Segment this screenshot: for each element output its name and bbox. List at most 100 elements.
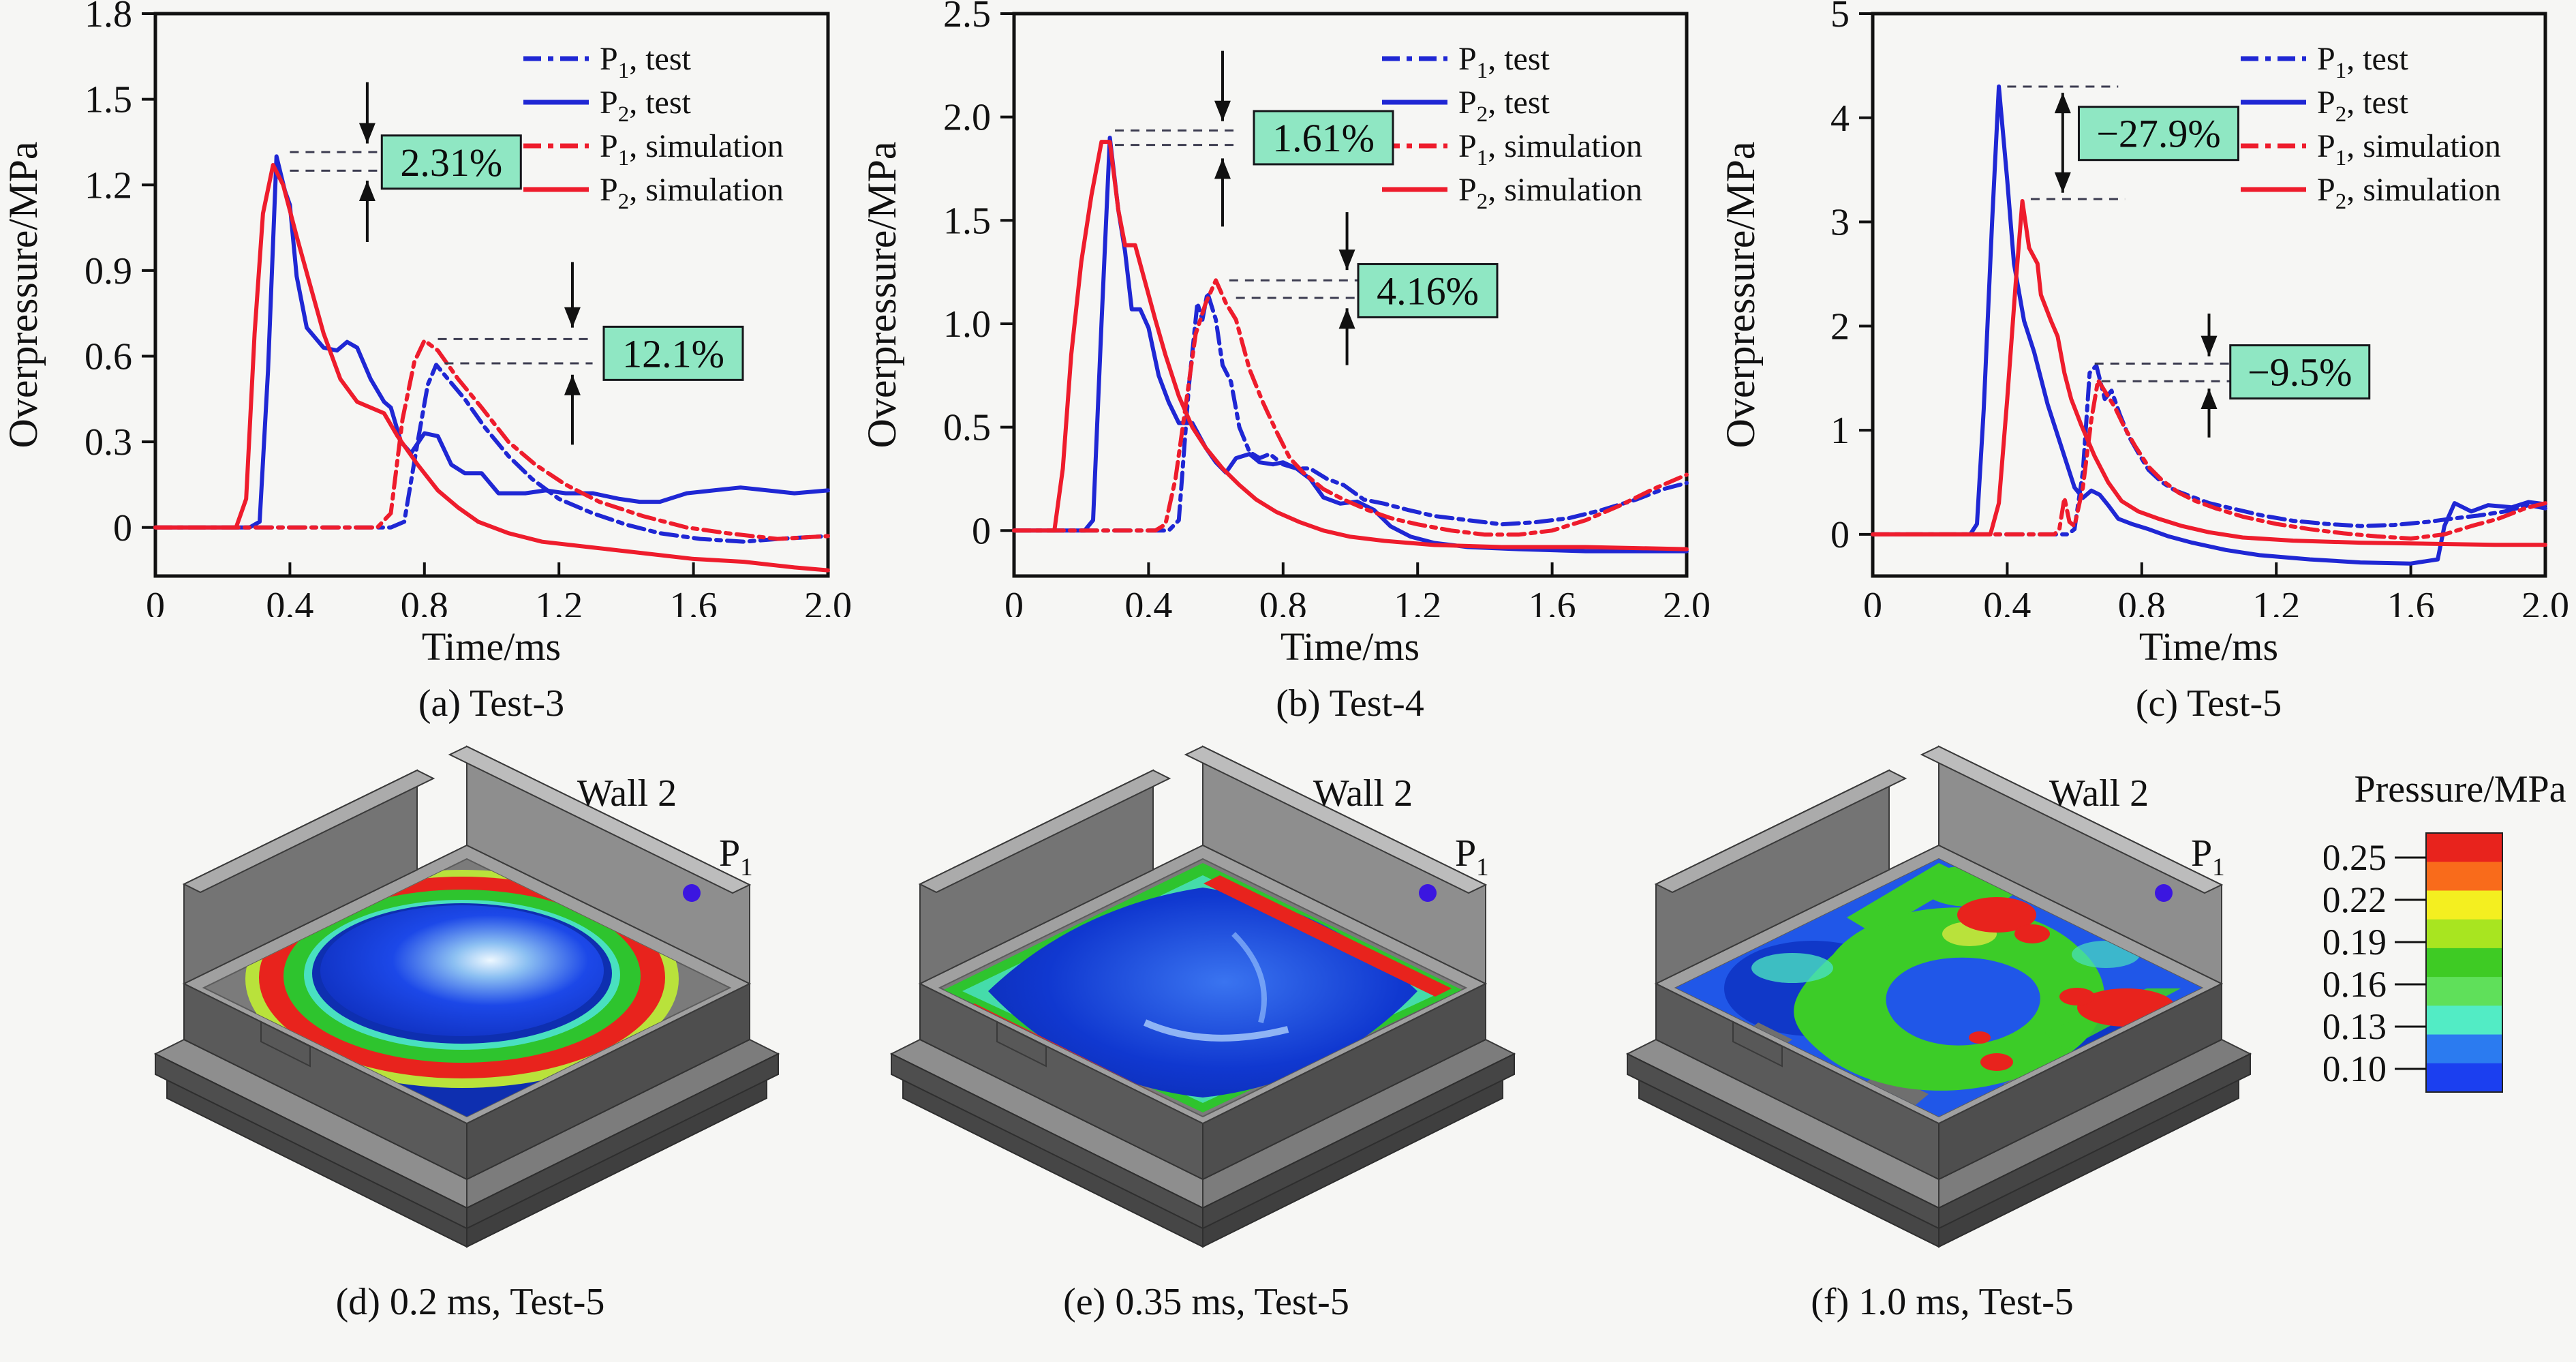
legend-label-p2-test: P2, test xyxy=(600,85,692,127)
render-caption-e: (e) 0.35 ms, Test-5 xyxy=(1063,1281,1349,1323)
y-tick-label: 0.5 xyxy=(943,407,991,449)
series-p1-simulation xyxy=(1871,378,2547,541)
wall2-label: Wall 2 xyxy=(1313,772,1413,815)
colorbar-band xyxy=(2426,862,2502,892)
annotation-label: 4.16% xyxy=(1377,269,1479,313)
colorbar-band xyxy=(2426,833,2502,863)
y-tick-label: 2.0 xyxy=(943,97,991,139)
annotation-label: 12.1% xyxy=(622,331,724,376)
legend-label-p2-test: P2, test xyxy=(2317,85,2409,127)
x-axis-label-b: Time/ms xyxy=(1280,624,1420,669)
x-tick-label: 0 xyxy=(1863,585,1882,617)
probe-p1-dot xyxy=(683,884,701,902)
y-tick-label: 2 xyxy=(1830,305,1850,348)
y-tick-label: 0 xyxy=(113,507,132,549)
wall-notch xyxy=(996,1020,1047,1068)
x-tick-label: 1.6 xyxy=(1529,585,1576,617)
legend-label-p1-test: P1, test xyxy=(1458,41,1550,83)
annotation-box xyxy=(1357,262,1499,318)
wall-notch xyxy=(1732,1020,1783,1068)
plot-frame xyxy=(1012,12,1689,578)
colorbar-band xyxy=(2426,1063,2502,1093)
x-tick-label: 1.6 xyxy=(2387,585,2435,617)
colorbar-title: Pressure/MPa xyxy=(2354,768,2566,811)
x-axis-label-a: Time/ms xyxy=(421,624,562,669)
legend-label-p1-simulation: P1, simulation xyxy=(600,128,784,170)
x-tick-label: 1.6 xyxy=(670,585,718,617)
y-axis-label: Overpressure/MPa xyxy=(1,142,46,449)
annotation-box xyxy=(602,325,744,381)
y-tick-label: 1.2 xyxy=(85,164,132,207)
simulation-render-d: Wall 2 P1 xyxy=(153,745,780,1248)
colorbar-tick-label: 0.22 xyxy=(2324,879,2387,920)
legend-label-p2-simulation: P2, simulation xyxy=(2317,172,2501,214)
pressure-colorbar: Pressure/MPa 0.250.220.190.160.130.10 xyxy=(2324,768,2566,1093)
probe-p1-dot xyxy=(2155,884,2173,902)
annotation-label: −27.9% xyxy=(2096,112,2221,156)
y-axis-label: Overpressure/MPa xyxy=(859,142,904,449)
x-tick-label: 0 xyxy=(1005,585,1024,617)
y-tick-label: 1.5 xyxy=(85,79,132,121)
colorbar-band xyxy=(2426,919,2502,949)
chart-c: 0 1 2 3 4 5 0 0.4 0.8 1.2 1.6 2.0 Overpressure/MPa P1… xyxy=(1718,0,2569,617)
chart-panel-a: 0 0.3 0.6 0.9 1.2 1.5 1.8 0 0.4 0.8 1.2 1.6 2.0 Overp… xyxy=(0,0,859,725)
plot-frame xyxy=(153,12,830,578)
probe-p1-dot xyxy=(1419,884,1437,902)
legend-label-p2-simulation: P2, simulation xyxy=(1458,172,1642,214)
charts-row: 0 0.3 0.6 0.9 1.2 1.5 1.8 0 0.4 0.8 1.2 1.6 2.0 Overp… xyxy=(0,0,2569,725)
y-tick-label: 0.6 xyxy=(85,336,132,378)
y-tick-label: 0.3 xyxy=(85,421,132,464)
chart-panel-b: 0 0.5 1.0 1.5 2.0 2.5 0 0.4 0.8 1.2 1.6 2.0 Overpres… xyxy=(859,0,1717,725)
x-tick-label: 0.4 xyxy=(266,585,313,617)
annotation-label: 1.61% xyxy=(1272,116,1375,160)
y-tick-label: 3 xyxy=(1830,202,1850,244)
probe-p1-label: P1 xyxy=(719,832,753,881)
y-tick-label: 0 xyxy=(1830,514,1850,556)
series-p2-simulation xyxy=(153,163,830,573)
y-tick-label: 2.5 xyxy=(943,0,991,35)
legend-label-p2-test: P2, test xyxy=(1458,85,1550,127)
probe-p1-label: P1 xyxy=(2191,832,2225,881)
y-tick-label: 1.8 xyxy=(85,0,132,35)
y-tick-label: 1.5 xyxy=(943,200,991,242)
x-tick-label: 0 xyxy=(146,585,165,617)
wall2-label: Wall 2 xyxy=(2049,772,2149,815)
chart-caption-a: (a) Test-3 xyxy=(418,682,565,725)
annotation-box xyxy=(380,134,522,190)
annotation-box xyxy=(2077,106,2239,162)
legend-label-p2-simulation: P2, simulation xyxy=(600,172,784,214)
render-caption-d: (d) 0.2 ms, Test-5 xyxy=(335,1281,605,1323)
series-p2-simulation xyxy=(1012,140,1689,551)
legend-label-p1-test: P1, test xyxy=(2317,41,2409,83)
y-tick-label: 1 xyxy=(1830,410,1850,452)
render-caption-f: (f) 1.0 ms, Test-5 xyxy=(1811,1281,2074,1323)
series-p1-simulation xyxy=(153,338,830,541)
chart-b: 0 0.5 1.0 1.5 2.0 2.5 0 0.4 0.8 1.2 1.6 2.0 Overpres… xyxy=(859,0,1711,617)
pressure-surface-d xyxy=(245,870,679,1117)
x-tick-label: 1.2 xyxy=(535,585,583,617)
wall-notch xyxy=(260,1020,311,1068)
colorbar-band xyxy=(2426,1005,2502,1035)
y-tick-label: 0 xyxy=(972,510,991,552)
annotation-label: 2.31% xyxy=(400,140,502,185)
annotation-label: −9.5% xyxy=(2248,350,2352,395)
x-tick-label: 0.8 xyxy=(1259,585,1307,617)
x-tick-label: 2.0 xyxy=(1663,585,1711,617)
plot-frame xyxy=(1871,12,2547,578)
render-panel-f: Wall 2 P1 (f) 1.0 ms, Test-5 xyxy=(1588,729,2297,1324)
colorbar-tick-label: 0.19 xyxy=(2324,922,2387,963)
y-tick-label: 1.0 xyxy=(943,303,991,346)
y-tick-label: 4 xyxy=(1830,97,1850,140)
render-panel-d: Wall 2 P1 (d) 0.2 ms, Test-5 xyxy=(116,729,825,1324)
x-tick-label: 1.2 xyxy=(1394,585,1441,617)
render-panel-e: Wall 2 P1 (e) 0.35 ms, Test-5 xyxy=(852,729,1561,1324)
x-axis-label-c: Time/ms xyxy=(2138,624,2279,669)
series-p1-test xyxy=(153,363,830,544)
colorbar-band xyxy=(2426,1034,2502,1064)
series-p1-simulation xyxy=(1012,278,1689,537)
series-p2-simulation xyxy=(1871,199,2547,547)
chart-a: 0 0.3 0.6 0.9 1.2 1.5 1.8 0 0.4 0.8 1.2 1.6 2.0 Overp… xyxy=(1,0,852,617)
x-tick-label: 2.0 xyxy=(2521,585,2569,617)
legend-label-p1-simulation: P1, simulation xyxy=(1458,128,1642,170)
